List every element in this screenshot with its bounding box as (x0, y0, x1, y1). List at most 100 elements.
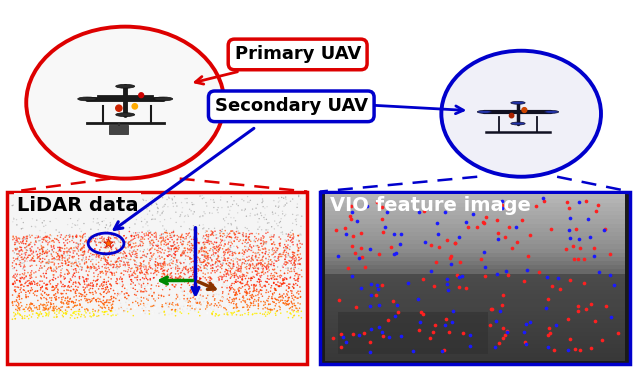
Point (291, 280, 301, 286)
Point (74, 276, 84, 282)
Point (497, 202, 508, 208)
Point (225, 243, 236, 248)
Point (152, 205, 163, 211)
Point (221, 261, 232, 267)
Point (175, 278, 186, 284)
Point (444, 328, 454, 334)
Point (374, 324, 385, 330)
Point (135, 260, 145, 266)
Point (202, 253, 212, 259)
Point (215, 230, 225, 236)
Point (222, 301, 232, 307)
Point (198, 299, 209, 305)
Point (97, 238, 108, 244)
Point (256, 299, 266, 305)
Point (11, 246, 21, 252)
Point (247, 295, 257, 301)
Point (157, 266, 167, 272)
Point (9, 313, 19, 319)
Point (141, 296, 152, 302)
Point (42, 302, 52, 308)
Point (193, 289, 203, 295)
Point (113, 285, 124, 291)
Point (67, 246, 77, 252)
Point (271, 287, 281, 293)
Point (360, 264, 370, 270)
Point (109, 272, 120, 278)
Point (33, 280, 43, 286)
Point (51, 250, 61, 256)
Point (22, 278, 33, 284)
Point (86, 226, 96, 232)
Point (189, 308, 200, 314)
Point (266, 307, 276, 312)
Point (223, 291, 234, 297)
Point (123, 199, 133, 205)
Point (194, 290, 204, 296)
Point (82, 284, 92, 290)
Point (180, 252, 190, 258)
Point (296, 223, 306, 229)
Point (9, 266, 19, 272)
Point (209, 303, 220, 309)
Point (172, 301, 182, 307)
Point (175, 305, 185, 311)
Point (192, 254, 202, 260)
Point (240, 258, 250, 264)
Point (234, 250, 244, 256)
Point (167, 195, 177, 201)
Point (193, 309, 204, 315)
Point (135, 248, 145, 254)
Point (440, 209, 451, 215)
Point (19, 235, 29, 241)
Point (205, 232, 216, 238)
Point (279, 247, 289, 253)
Point (269, 267, 279, 273)
Point (155, 249, 165, 255)
Point (79, 279, 90, 285)
Point (207, 252, 217, 258)
Point (207, 210, 218, 216)
Point (274, 257, 284, 263)
Point (241, 282, 251, 288)
Point (17, 274, 27, 280)
Point (88, 256, 98, 262)
Point (504, 224, 515, 230)
Point (45, 207, 55, 213)
Point (262, 269, 273, 275)
Point (189, 268, 199, 274)
Point (215, 264, 225, 270)
Point (79, 248, 90, 254)
Point (263, 262, 273, 268)
Point (186, 236, 196, 242)
Point (96, 204, 106, 210)
Point (282, 200, 292, 206)
Point (205, 278, 215, 283)
Point (48, 304, 58, 310)
Point (260, 279, 271, 285)
Point (480, 273, 490, 279)
Point (162, 302, 172, 308)
Point (24, 252, 34, 258)
Point (201, 253, 211, 259)
Point (75, 241, 85, 247)
Point (103, 287, 113, 293)
Point (31, 274, 41, 280)
Point (273, 199, 284, 205)
Point (191, 230, 201, 235)
Point (129, 198, 139, 204)
Point (166, 243, 177, 249)
Point (105, 308, 115, 314)
Point (63, 283, 74, 289)
Point (188, 243, 198, 248)
Point (255, 262, 266, 267)
Point (129, 248, 139, 254)
Point (102, 283, 112, 289)
Point (38, 211, 48, 217)
Point (57, 283, 67, 289)
Point (237, 207, 247, 213)
Point (19, 306, 29, 312)
Point (216, 266, 227, 272)
Point (180, 257, 191, 263)
Point (150, 283, 161, 289)
